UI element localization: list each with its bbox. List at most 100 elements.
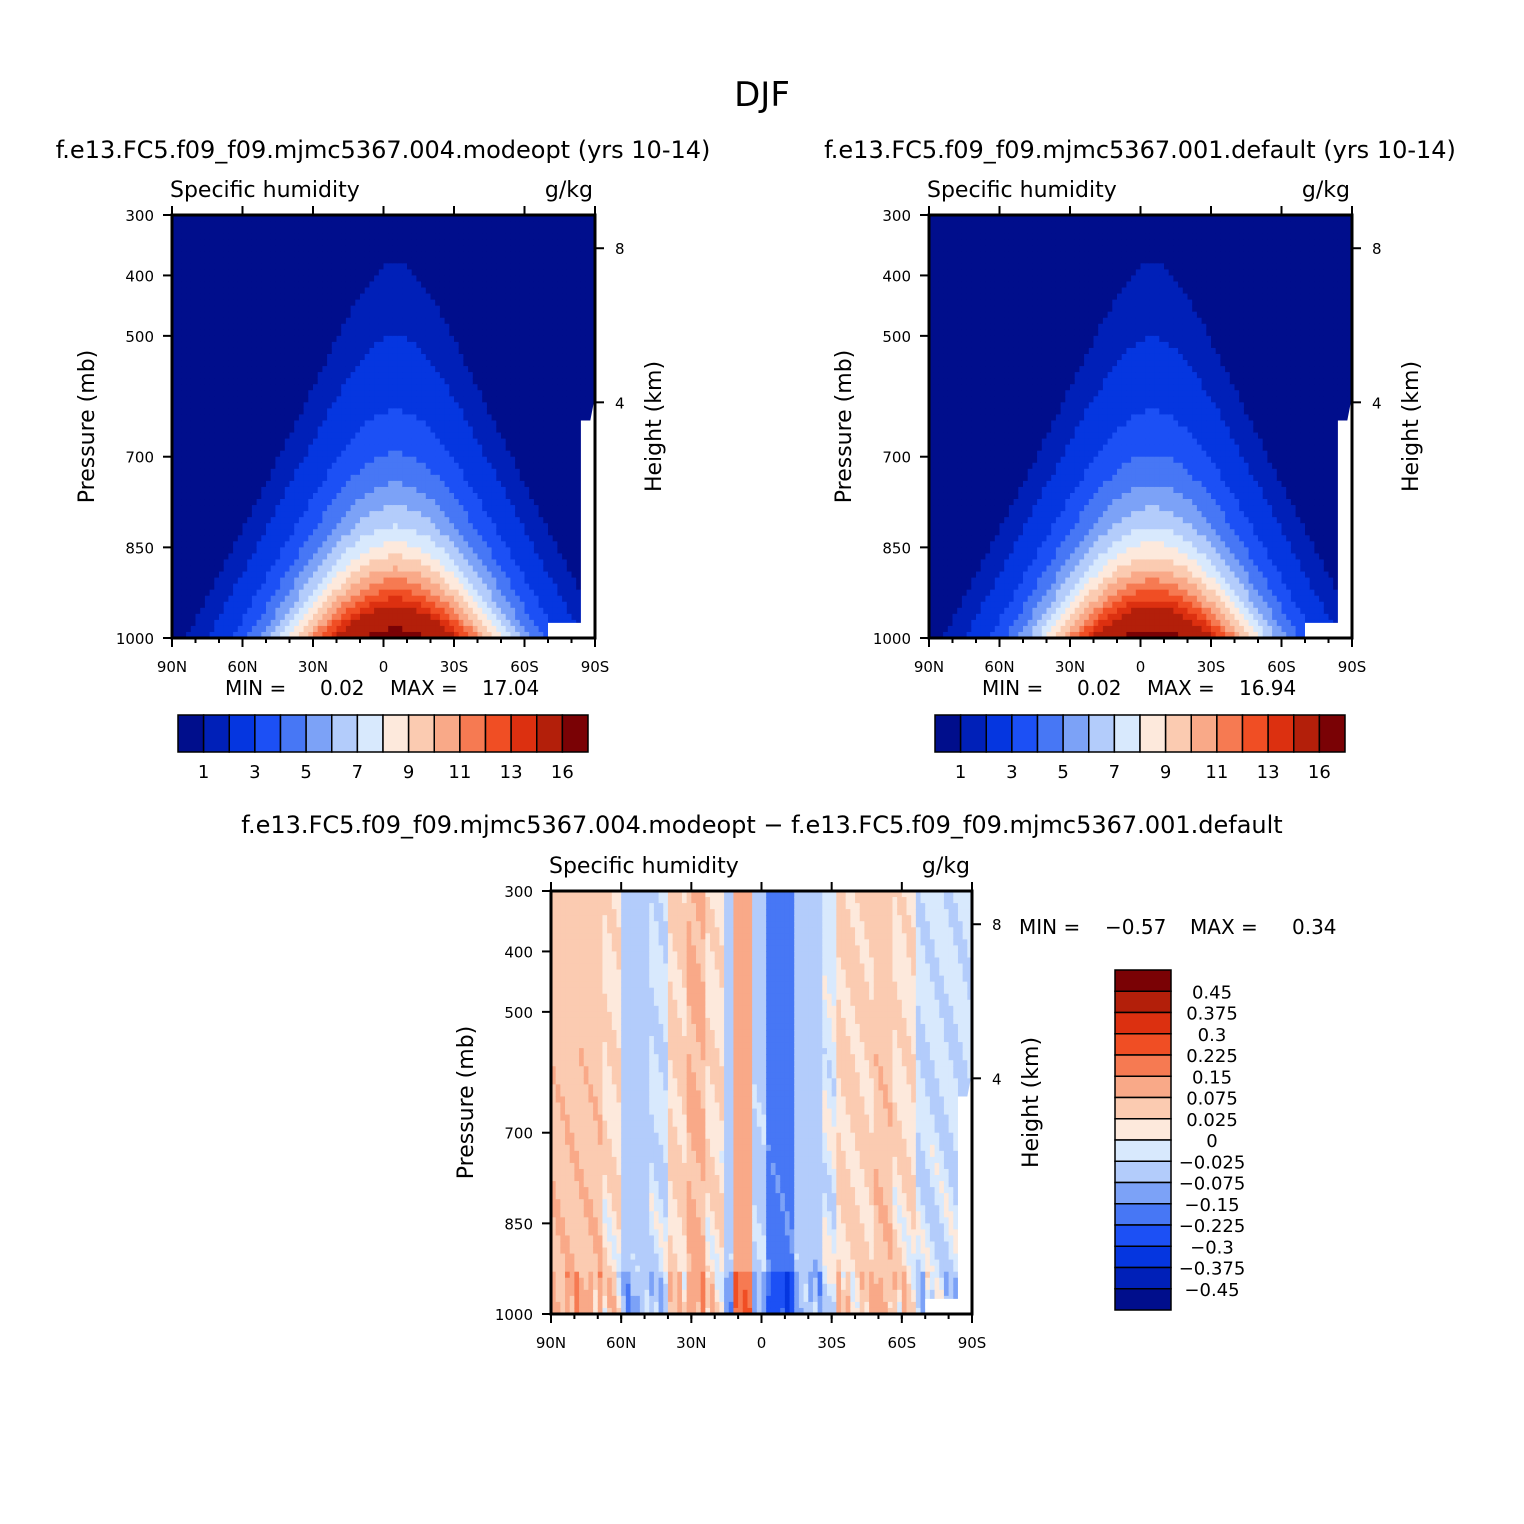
contour-cell xyxy=(397,360,403,367)
contour-cell xyxy=(204,511,211,518)
contour-cell xyxy=(439,263,446,270)
contour-cell xyxy=(256,613,262,621)
contour-cell xyxy=(275,347,281,355)
contour-cell xyxy=(270,335,276,343)
contour-cell xyxy=(472,263,479,270)
contour-cell xyxy=(477,565,483,573)
contour-cell xyxy=(251,275,258,283)
contour-cell xyxy=(345,432,352,440)
contour-cell xyxy=(256,517,262,524)
contour-cell xyxy=(407,426,413,434)
contour-cell xyxy=(195,366,201,373)
contour-cell xyxy=(233,631,239,638)
contour-cell xyxy=(327,239,333,246)
contour-cell xyxy=(261,631,267,638)
contour-cell xyxy=(275,426,281,434)
contour-cell xyxy=(289,595,295,603)
contour-cell xyxy=(355,553,361,561)
contour-cell xyxy=(491,517,497,524)
contour-cell xyxy=(261,553,267,561)
contour-cell xyxy=(294,462,300,470)
contour-cell xyxy=(317,432,323,440)
contour-cell xyxy=(331,589,338,597)
contour-cell xyxy=(341,499,347,506)
contour-cell xyxy=(360,529,366,536)
contour-cell xyxy=(317,595,323,603)
contour-cell xyxy=(256,341,262,349)
contour-cell xyxy=(251,372,258,379)
contour-cell xyxy=(214,239,220,246)
contour-cell xyxy=(392,450,399,458)
contour-cell xyxy=(331,239,338,246)
contour-cell xyxy=(308,462,314,470)
contour-cell xyxy=(454,547,460,554)
contour-cell xyxy=(275,613,281,621)
contour-cell xyxy=(496,366,502,373)
contour-cell xyxy=(477,233,483,240)
contour-cell xyxy=(435,553,441,561)
contour-cell xyxy=(322,571,328,579)
contour-cell xyxy=(472,396,479,403)
contour-cell xyxy=(233,601,239,609)
contour-cell xyxy=(341,607,347,615)
contour-cell xyxy=(397,607,403,615)
contour-cell xyxy=(289,245,295,252)
contour-cell xyxy=(298,263,305,270)
contour-cell xyxy=(430,414,436,422)
contour-cell xyxy=(219,396,225,403)
contour-cell xyxy=(214,583,220,591)
contour-cell xyxy=(345,529,352,536)
contour-cell xyxy=(411,378,417,385)
contour-cell xyxy=(289,215,295,222)
contour-cell xyxy=(392,378,399,385)
contour-cell xyxy=(172,492,178,500)
contour-cell xyxy=(242,535,248,542)
contour-cell xyxy=(477,535,483,542)
contour-cell xyxy=(242,480,248,488)
contour-cell xyxy=(472,511,479,518)
contour-cell xyxy=(172,444,178,452)
contour-cell xyxy=(261,571,267,579)
contour-cell xyxy=(284,305,291,313)
contour-cell xyxy=(242,360,248,367)
contour-cell xyxy=(407,559,413,567)
contour-cell xyxy=(463,523,469,530)
contour-cell xyxy=(303,468,309,476)
contour-cell xyxy=(374,517,380,524)
contour-cell xyxy=(223,583,229,591)
contour-cell xyxy=(355,335,361,343)
contour-cell xyxy=(190,559,197,567)
contour-cell xyxy=(266,601,272,609)
contour-cell xyxy=(176,553,182,561)
contour-cell xyxy=(247,450,253,458)
contour-cell xyxy=(247,221,253,228)
contour-cell xyxy=(388,366,394,373)
contour-cell xyxy=(501,499,507,506)
contour-cell xyxy=(477,299,483,307)
contour-cell xyxy=(360,547,366,554)
contour-cell xyxy=(298,456,305,464)
contour-cell xyxy=(294,366,300,373)
contour-cell xyxy=(350,432,356,440)
contour-cell xyxy=(237,444,244,452)
contour-cell xyxy=(313,511,319,518)
contour-cell xyxy=(237,486,244,494)
contour-cell xyxy=(275,432,281,440)
contour-cell xyxy=(322,221,328,228)
contour-cell xyxy=(308,450,314,458)
contour-cell xyxy=(176,547,182,554)
contour-cell xyxy=(331,499,338,506)
contour-cell xyxy=(298,462,305,470)
contour-cell xyxy=(247,468,253,476)
contour-cell xyxy=(247,384,253,391)
contour-cell xyxy=(308,625,314,633)
contour-cell xyxy=(298,317,305,325)
contour-cell xyxy=(270,347,276,355)
contour-cell xyxy=(266,505,272,512)
contour-cell xyxy=(360,486,366,494)
contour-cell xyxy=(294,426,300,434)
contour-cell xyxy=(190,511,197,518)
contour-cell xyxy=(477,571,483,579)
contour-cell xyxy=(209,565,215,573)
contour-cell xyxy=(472,547,479,554)
